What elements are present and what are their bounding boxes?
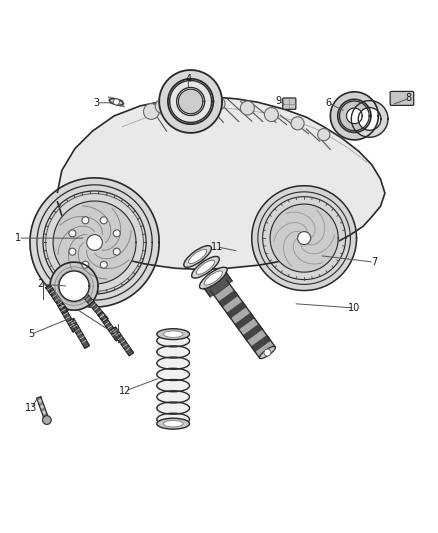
Circle shape: [213, 98, 225, 110]
Text: 12: 12: [119, 386, 131, 396]
Polygon shape: [339, 101, 369, 131]
Ellipse shape: [110, 99, 123, 105]
Circle shape: [100, 217, 107, 224]
FancyBboxPatch shape: [390, 92, 414, 106]
Circle shape: [113, 230, 120, 237]
Polygon shape: [256, 341, 275, 358]
Polygon shape: [177, 87, 205, 116]
Polygon shape: [211, 280, 230, 296]
Ellipse shape: [204, 271, 223, 285]
Polygon shape: [69, 318, 89, 348]
Polygon shape: [244, 325, 263, 341]
Circle shape: [87, 235, 102, 251]
Text: 2: 2: [37, 279, 43, 289]
Polygon shape: [57, 302, 78, 332]
Polygon shape: [351, 101, 388, 138]
Polygon shape: [157, 341, 189, 419]
Circle shape: [264, 349, 271, 356]
Text: 13: 13: [25, 403, 37, 414]
Circle shape: [240, 101, 254, 115]
Text: 9: 9: [275, 95, 281, 106]
Polygon shape: [252, 185, 357, 290]
Polygon shape: [46, 285, 68, 313]
Polygon shape: [30, 178, 159, 307]
Circle shape: [69, 230, 76, 237]
Circle shape: [291, 117, 304, 130]
Polygon shape: [43, 414, 48, 418]
Ellipse shape: [163, 331, 183, 337]
Polygon shape: [231, 308, 251, 325]
Circle shape: [69, 248, 76, 255]
Polygon shape: [358, 108, 381, 130]
Text: 3: 3: [94, 98, 100, 108]
Polygon shape: [235, 313, 255, 330]
Circle shape: [113, 248, 120, 255]
Circle shape: [265, 108, 279, 122]
Circle shape: [297, 231, 311, 245]
Ellipse shape: [157, 418, 190, 429]
Polygon shape: [215, 285, 234, 302]
Ellipse shape: [188, 249, 207, 264]
Ellipse shape: [163, 421, 183, 427]
Text: 10: 10: [348, 303, 360, 313]
Circle shape: [144, 103, 159, 119]
Polygon shape: [111, 327, 134, 356]
Ellipse shape: [184, 246, 212, 267]
Polygon shape: [346, 108, 362, 124]
Text: 1: 1: [15, 233, 21, 243]
Polygon shape: [168, 79, 213, 124]
Polygon shape: [251, 336, 271, 352]
Polygon shape: [159, 70, 222, 133]
Polygon shape: [38, 400, 42, 403]
Polygon shape: [330, 92, 378, 140]
Ellipse shape: [259, 346, 276, 359]
Polygon shape: [247, 330, 267, 347]
Ellipse shape: [196, 260, 215, 274]
Circle shape: [42, 416, 51, 424]
Polygon shape: [53, 201, 136, 284]
Ellipse shape: [199, 267, 227, 289]
Polygon shape: [227, 302, 247, 319]
Circle shape: [318, 128, 330, 141]
Polygon shape: [41, 408, 46, 412]
Circle shape: [177, 96, 191, 110]
Polygon shape: [50, 262, 98, 310]
Polygon shape: [98, 312, 120, 341]
Polygon shape: [84, 295, 108, 322]
Circle shape: [155, 99, 169, 113]
Text: 5: 5: [28, 329, 34, 339]
Circle shape: [113, 99, 120, 105]
Polygon shape: [59, 271, 89, 302]
Text: 11: 11: [211, 242, 223, 252]
Polygon shape: [39, 402, 44, 406]
Polygon shape: [37, 397, 42, 401]
Circle shape: [82, 217, 89, 224]
Text: 4: 4: [185, 74, 191, 84]
Polygon shape: [44, 416, 49, 421]
Polygon shape: [219, 291, 239, 308]
Circle shape: [82, 261, 89, 268]
Text: 8: 8: [406, 93, 412, 103]
Polygon shape: [338, 99, 371, 133]
Ellipse shape: [157, 329, 190, 340]
Polygon shape: [270, 204, 338, 272]
Polygon shape: [42, 411, 47, 415]
Polygon shape: [239, 319, 259, 336]
Ellipse shape: [191, 256, 219, 278]
Polygon shape: [57, 97, 385, 269]
FancyBboxPatch shape: [283, 98, 296, 109]
Polygon shape: [40, 405, 45, 409]
Circle shape: [100, 261, 107, 268]
Polygon shape: [204, 272, 232, 297]
Polygon shape: [170, 80, 212, 123]
Polygon shape: [178, 89, 203, 114]
Text: 6: 6: [325, 98, 331, 108]
Polygon shape: [223, 296, 243, 313]
Text: 7: 7: [371, 257, 377, 267]
